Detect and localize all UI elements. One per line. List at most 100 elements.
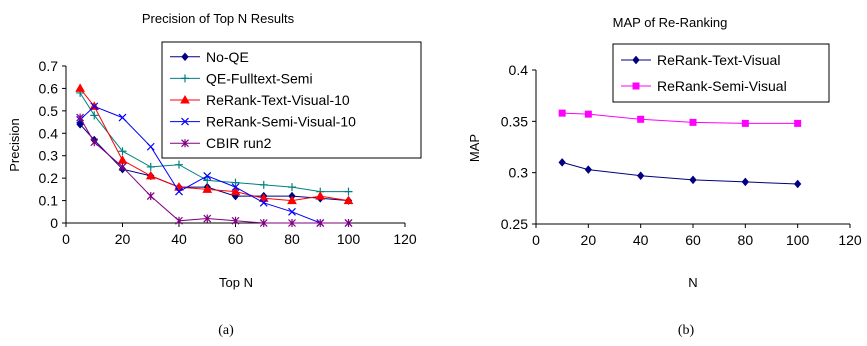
y-tick-label: 0.4 — [509, 62, 529, 78]
legend-item: ReRank-Semi-Visual — [621, 78, 787, 94]
legend-marker — [632, 55, 640, 65]
data-point — [203, 176, 212, 185]
x-axis-label: N — [688, 275, 697, 290]
legend-item: ReRank-Semi-Visual-10 — [170, 114, 356, 130]
x-tick-label: 80 — [284, 231, 300, 247]
data-point — [146, 162, 155, 171]
legend-marker — [181, 117, 189, 126]
series-line — [562, 161, 798, 185]
chart-title: Precision of Top N Results — [142, 11, 295, 26]
data-point — [231, 178, 240, 187]
legend-label: ReRank-Text-Visual — [657, 52, 780, 68]
data-point — [259, 180, 268, 189]
data-point — [202, 184, 213, 193]
legend-item: CBIR run2 — [170, 135, 272, 151]
x-axis-label: Top N — [219, 275, 253, 290]
y-tick-label: 0.4 — [39, 125, 59, 141]
x-tick-label: 20 — [581, 232, 597, 248]
data-point — [146, 142, 155, 151]
data-point — [259, 219, 268, 227]
data-point — [315, 191, 326, 200]
legend-marker — [181, 52, 189, 62]
legend-marker — [180, 94, 190, 104]
data-point — [175, 216, 183, 225]
data-point — [75, 83, 85, 92]
data-point — [258, 193, 269, 202]
data-point — [76, 113, 85, 122]
data-point — [90, 111, 99, 120]
y-tick-label: 0.6 — [39, 80, 59, 96]
data-point — [117, 155, 128, 164]
data-point — [118, 147, 127, 156]
data-point — [316, 219, 325, 227]
data-point — [145, 170, 156, 180]
legend-label: ReRank-Text-Visual-10 — [206, 92, 350, 108]
x-tick-label: 0 — [62, 231, 70, 247]
chart-map-reranking: MAP of Re-Ranking 0.25 0.3 0.35 0.4 0 20 40 60… — [467, 15, 862, 338]
data-point — [90, 138, 99, 147]
legend-item: ReRank-Text-Visual — [621, 52, 780, 68]
chart-precision-top-n: Precision of Top N Results 0 0.1 0.2 0.3 0.4… — [7, 11, 422, 338]
legend-item: ReRank-Text-Visual-10 — [170, 92, 350, 108]
series-line — [562, 112, 798, 124]
figure-caption: (b) — [678, 323, 695, 338]
data-point — [231, 216, 240, 225]
y-axis-label: Precision — [7, 118, 22, 171]
x-tick-label: 20 — [115, 231, 131, 247]
data-point — [689, 175, 697, 185]
data-point — [288, 207, 296, 216]
data-point — [146, 192, 155, 201]
figure-caption: (a) — [218, 323, 234, 338]
data-point — [175, 160, 183, 169]
data-point — [118, 113, 127, 122]
series-rerank-text-visual — [558, 158, 802, 189]
data-point — [259, 198, 268, 207]
data-point — [288, 183, 296, 192]
legend-label: CBIR run2 — [206, 135, 272, 151]
x-tick-label: 60 — [228, 231, 244, 247]
legend-marker — [632, 82, 640, 90]
x-tick-label: 80 — [738, 232, 754, 248]
y-tick-label: 0 — [50, 215, 58, 231]
data-point — [793, 179, 802, 189]
series-rerank-semi-visual — [558, 109, 802, 127]
y-tick-label: 0.35 — [501, 113, 528, 129]
data-point — [230, 186, 241, 196]
data-point — [689, 118, 697, 126]
x-tick-label: 40 — [633, 232, 649, 248]
x-tick-label: 100 — [786, 232, 810, 248]
data-point — [741, 119, 749, 127]
data-point — [636, 171, 645, 181]
chart-title: MAP of Re-Ranking — [613, 15, 728, 30]
data-point — [203, 214, 212, 223]
x-tick-label: 100 — [337, 231, 361, 247]
data-point — [344, 187, 353, 196]
data-point — [794, 119, 802, 127]
x-tick-label: 0 — [532, 232, 540, 248]
data-point — [175, 187, 183, 196]
y-tick-label: 0.1 — [39, 193, 59, 209]
legend-marker — [181, 139, 189, 148]
data-point — [637, 115, 645, 123]
legend-label: No-QE — [206, 49, 249, 65]
x-tick-label: 60 — [685, 232, 701, 248]
data-point — [288, 219, 296, 227]
y-tick-label: 0.25 — [501, 216, 528, 232]
legend-marker — [181, 74, 189, 83]
y-tick-label: 0.7 — [39, 58, 59, 74]
legend-label: ReRank-Semi-Visual-10 — [206, 114, 356, 130]
x-tick-label: 40 — [171, 231, 187, 247]
legend-item: QE-Fulltext-Semi — [170, 70, 313, 86]
legend-box — [161, 41, 422, 159]
data-point — [90, 102, 99, 111]
data-point — [203, 171, 212, 180]
legend-item: No-QE — [170, 49, 249, 65]
data-point — [584, 110, 592, 118]
legend: No-QE QE-Fulltext-Semi ReRank-Text-Visual-… — [161, 41, 422, 159]
y-tick-label: 0.2 — [39, 170, 59, 186]
data-point — [584, 165, 593, 174]
data-point — [741, 177, 750, 187]
y-tick-label: 0.3 — [509, 165, 529, 181]
y-axis-label: MAP — [467, 134, 482, 162]
